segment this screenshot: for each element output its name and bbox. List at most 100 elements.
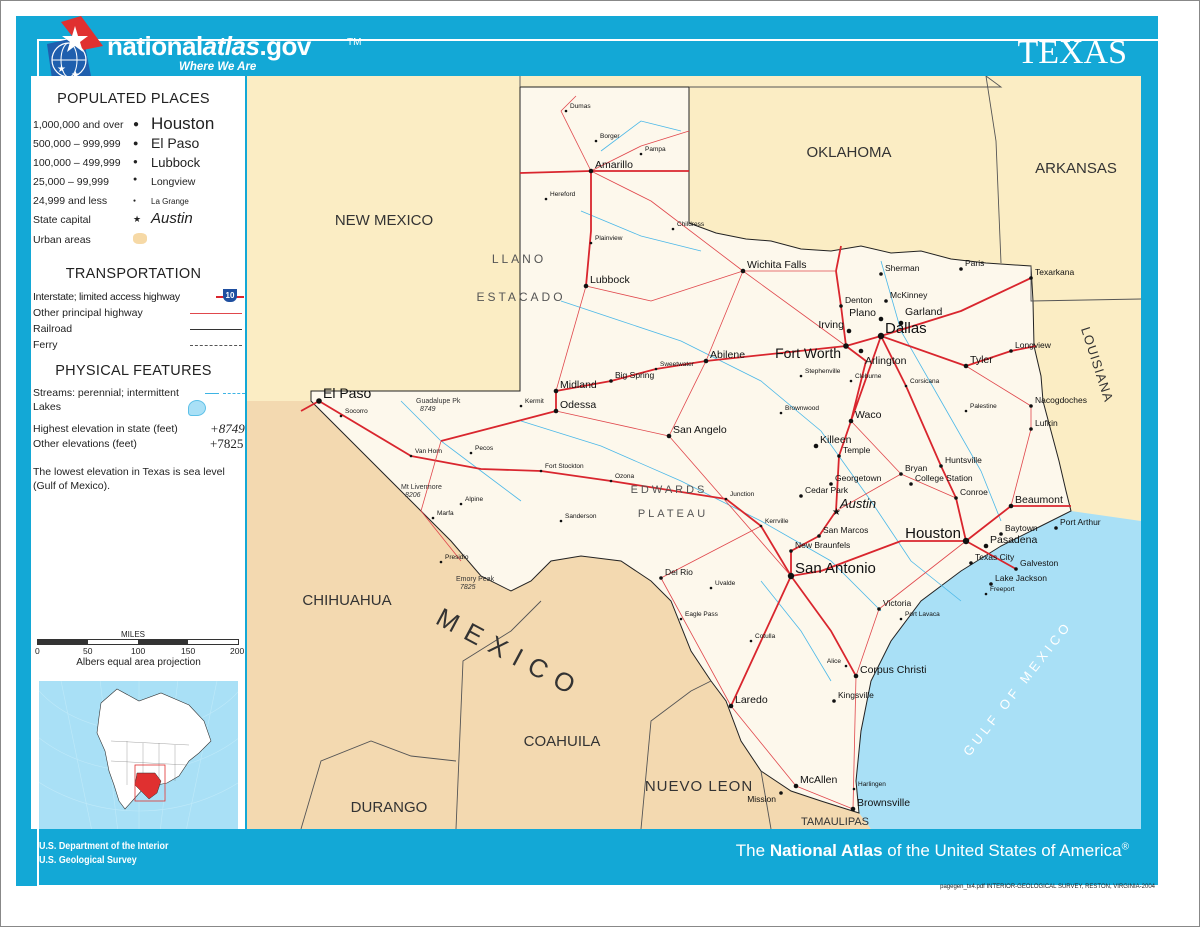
city-corpus-christi[interactable]: Corpus Christi [853,664,927,679]
city-irving[interactable]: Irving [818,319,852,334]
city-dumas[interactable]: Dumas [564,103,592,113]
city-freeport[interactable]: Freeport [984,586,1015,596]
city-del-rio[interactable]: Del Rio [659,567,693,580]
city-eagle-pass[interactable]: Eagle Pass [679,611,719,621]
city-brownsville[interactable]: Brownsville [850,797,911,812]
brand-name[interactable]: nationalatlas.gov [107,32,311,60]
city-van-horn[interactable]: Van Horn [409,448,443,458]
city-college-station[interactable]: College Station [909,473,973,486]
city-dot-icon [728,703,734,709]
city-killeen[interactable]: Killeen [813,434,852,449]
city-arlington[interactable]: Arlington [858,348,907,367]
city-laredo[interactable]: Laredo [728,694,768,709]
city-ozona[interactable]: Ozona [609,473,635,483]
city-plano[interactable]: Plano [849,307,884,322]
city-abilene[interactable]: Abilene [703,349,745,364]
city-bryan[interactable]: Bryan [899,463,927,476]
city-midland[interactable]: Midland [553,379,597,394]
city-longview[interactable]: Longview [1009,340,1052,353]
city-huntsville[interactable]: Huntsville [939,455,982,468]
city-texarkana[interactable]: Texarkana [1029,267,1074,280]
city-nacogdoches[interactable]: Nacogdoches [1029,395,1087,408]
city-lubbock[interactable]: Lubbock [583,274,631,289]
city-sanderson[interactable]: Sanderson [559,513,597,523]
city-port-arthur[interactable]: Port Arthur [1054,517,1101,530]
city-fort-worth[interactable]: Fort Worth [775,343,849,361]
city-socorro[interactable]: Socorro [339,408,368,418]
city-junction[interactable]: Junction [724,491,755,501]
city-waco[interactable]: Waco [848,409,882,424]
city-georgetown[interactable]: Georgetown [829,473,882,486]
city-odessa[interactable]: Odessa [553,399,597,414]
highway [590,170,836,272]
city-stephenville[interactable]: Stephenville [799,368,841,378]
city-label: Socorro [345,408,368,415]
city-mckinney[interactable]: McKinney [884,290,928,303]
city-port-lavaca[interactable]: Port Lavaca [899,611,940,621]
city-cleburne[interactable]: Cleburne [849,373,882,383]
city-san-angelo[interactable]: San Angelo [666,424,727,439]
city-plainview[interactable]: Plainview [589,235,623,245]
city-sherman[interactable]: Sherman [879,263,920,276]
city-cotulla[interactable]: Cotulla [749,633,776,643]
city-tyler[interactable]: Tyler [963,354,994,369]
city-kerrville[interactable]: Kerrville [759,518,789,528]
city-victoria[interactable]: Victoria [877,598,911,611]
city-beaumont[interactable]: Beaumont [1008,494,1063,509]
city-fort-stockton[interactable]: Fort Stockton [539,463,584,473]
print-credit: pagegen_tx4.pdf INTERIOR-GEOLOGICAL SURV… [940,884,1155,890]
city-wichita-falls[interactable]: Wichita Falls [740,259,807,274]
city-alpine[interactable]: Alpine [459,496,484,506]
city-hereford[interactable]: Hereford [544,191,576,201]
city-dot-icon [666,433,672,439]
city-lufkin[interactable]: Lufkin [1029,418,1058,431]
map-canvas[interactable]: Houston Dallas San Antonio El Paso ★Austin Fo… [247,76,1141,829]
city-paris[interactable]: Paris [959,258,984,271]
city-presidio[interactable]: Presidio [439,554,469,564]
city-dot-icon [589,241,593,245]
city-pecos[interactable]: Pecos [469,445,494,455]
city-conroe[interactable]: Conroe [954,487,988,500]
city-garland[interactable]: Garland [898,306,943,326]
city-corsicana[interactable]: Corsicana [904,378,940,388]
city-big-spring[interactable]: Big Spring [609,370,654,383]
city-kingsville[interactable]: Kingsville [832,690,874,703]
city-pasadena[interactable]: Pasadena [983,534,1038,549]
city-marfa[interactable]: Marfa [431,510,454,520]
city-uvalde[interactable]: Uvalde [709,580,736,590]
city-dallas[interactable]: Dallas [877,320,927,340]
city-cedar-park[interactable]: Cedar Park [799,485,849,498]
city-dot-icon [564,109,568,113]
city-sweetwater[interactable]: Sweetwater [654,361,695,371]
city-amarillo[interactable]: Amarillo [588,159,633,174]
city-denton[interactable]: Denton [839,295,873,308]
city-texas-city[interactable]: Texas City [969,552,1015,565]
city-pampa[interactable]: Pampa [639,146,666,156]
city-san-marcos[interactable]: San Marcos [817,525,868,538]
city-galveston[interactable]: Galveston [1014,558,1059,571]
city-temple[interactable]: Temple [837,445,871,458]
city-dot-icon [843,343,849,349]
texas-map[interactable]: Houston Dallas San Antonio El Paso ★ Austin Fo… [247,76,1141,829]
city-childress[interactable]: Childress [671,221,705,231]
city-dot-icon [989,582,993,586]
city-brownwood[interactable]: Brownwood [779,405,820,415]
city-label: Tyler [970,354,993,366]
city-mission[interactable]: Mission [747,791,783,804]
city-san-antonio[interactable]: San Antonio [787,560,876,580]
city-baytown[interactable]: Baytown [999,523,1038,536]
city-dot-icon [1054,526,1058,530]
agency-credit: U.S. Department of the Interior U.S. Geo… [39,839,168,867]
city-el-paso[interactable]: El Paso [316,385,371,404]
city-mcallen[interactable]: McAllen [793,774,838,789]
city-houston[interactable]: Houston [905,525,970,545]
city-austin[interactable]: ★Austin [832,496,876,518]
city-lake-jackson[interactable]: Lake Jackson [989,573,1047,586]
city-new-braunfels[interactable]: New Braunfels [789,540,850,553]
city-alice[interactable]: Alice [827,658,848,668]
city-label: Pasadena [990,534,1037,546]
city-kermit[interactable]: Kermit [519,398,544,408]
city-borger[interactable]: Borger [594,133,621,143]
city-harlingen[interactable]: Harlingen [852,781,887,791]
city-palestine[interactable]: Palestine [964,403,997,413]
